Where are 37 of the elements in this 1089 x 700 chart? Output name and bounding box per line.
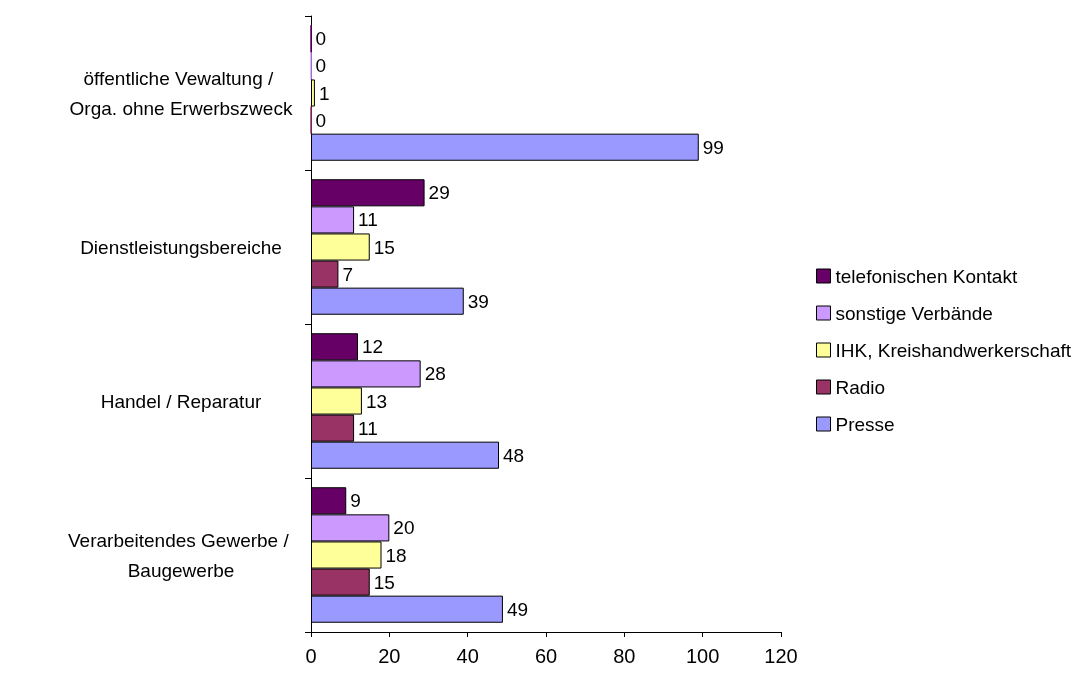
y-tick-label: Handel / Reparatur [100, 390, 262, 412]
legend-label: telefonischen Kontakt [835, 265, 1018, 287]
x-tick-label: 120 [764, 645, 798, 667]
data-label: 99 [702, 136, 724, 158]
legend-label: IHK, Kreishandwerkerschaft [835, 339, 1072, 361]
data-label: 39 [467, 290, 489, 312]
x-tick-label: 0 [305, 645, 317, 667]
x-tick-label: 60 [534, 645, 558, 667]
legend-label: Presse [835, 413, 895, 435]
x-tick-label: 80 [613, 645, 636, 667]
x-tick-label: 20 [378, 645, 401, 667]
data-label: 9 [350, 490, 361, 512]
data-label: 48 [503, 444, 525, 466]
data-label: 1 [318, 82, 330, 104]
data-label: 29 [428, 182, 450, 204]
data-label: 0 [315, 109, 327, 131]
data-label: 15 [373, 236, 395, 258]
data-label: 20 [393, 517, 415, 539]
y-tick-label: Dienstleistungsbereiche [80, 236, 282, 258]
legend-label: sonstige Verbände [835, 302, 993, 324]
y-tick-label: Verarbeitendes Gewerbe / Baugewerbe [67, 529, 295, 581]
data-label: 18 [385, 544, 407, 566]
data-label: 0 [315, 28, 327, 50]
data-label: 15 [373, 571, 395, 593]
data-label: 11 [358, 209, 378, 231]
x-tick-label: 40 [456, 645, 479, 667]
y-tick-label: öffentliche Vewaltung / Orga. ohne Erwerbszweck [69, 67, 293, 119]
data-label: 7 [342, 263, 353, 285]
x-tick-label: 100 [685, 645, 720, 667]
data-label: 11 [358, 417, 378, 439]
data-label: 49 [506, 598, 529, 620]
data-label: 13 [365, 390, 388, 412]
legend-label: Radio [835, 376, 886, 398]
data-label: 28 [424, 363, 446, 385]
data-label: 12 [362, 336, 384, 358]
bar [311, 79, 315, 107]
data-label: 0 [315, 55, 327, 77]
